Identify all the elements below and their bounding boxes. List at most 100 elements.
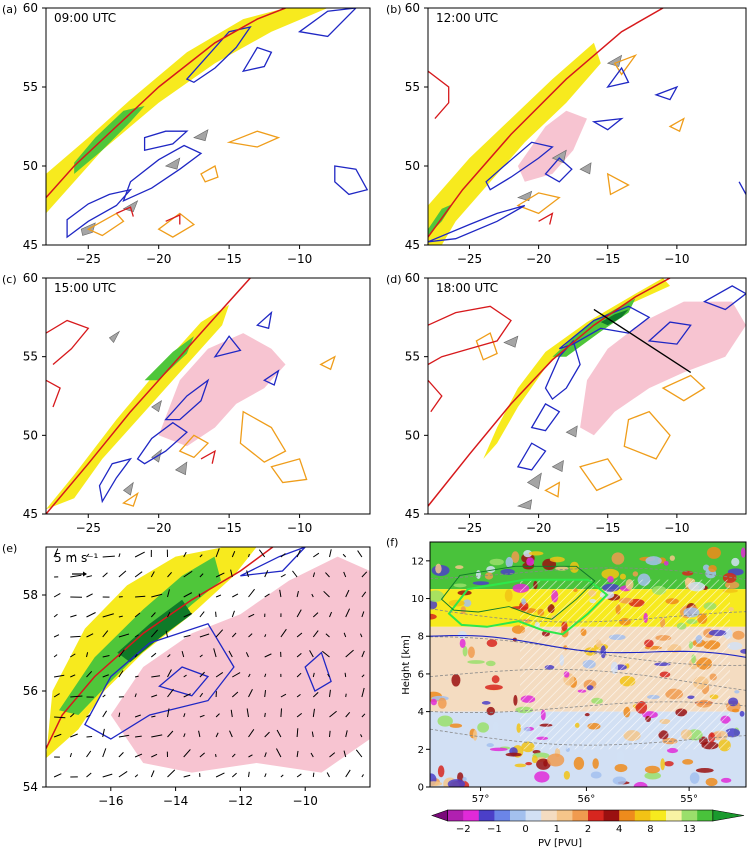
axes-frame-a bbox=[45, 7, 371, 246]
orange-contour bbox=[226, 130, 281, 148]
y-tick-label-f: 2 bbox=[418, 745, 424, 756]
wind-vector bbox=[245, 652, 249, 658]
blue-contour bbox=[485, 141, 554, 191]
front-line bbox=[46, 278, 251, 514]
wind-vector bbox=[183, 634, 191, 638]
wind-vector bbox=[199, 714, 205, 718]
y-tick-label-c: 55 bbox=[23, 350, 38, 364]
wind-vector bbox=[69, 713, 75, 718]
pv-blob bbox=[664, 760, 674, 767]
wind-vector bbox=[325, 633, 330, 638]
wind-vector bbox=[276, 729, 282, 738]
map-content-c bbox=[46, 278, 336, 514]
pv-blob bbox=[563, 770, 570, 780]
x-tick-label-e: −12 bbox=[228, 794, 253, 808]
wind-vector bbox=[264, 673, 267, 678]
colorbar-segment bbox=[572, 810, 589, 821]
y-tick-label-b: 50 bbox=[405, 159, 420, 173]
wind-vector bbox=[361, 774, 364, 778]
x-tick-label-f: 55° bbox=[680, 794, 698, 805]
blue-contour bbox=[606, 66, 630, 89]
y-tick-label-d: 60 bbox=[405, 271, 420, 285]
axes-frame-c bbox=[45, 277, 371, 515]
wind-vector bbox=[86, 772, 92, 778]
colorbar-segment bbox=[634, 810, 651, 821]
isentrope-line bbox=[430, 668, 746, 691]
wind-vector bbox=[118, 570, 127, 578]
pv-blob bbox=[611, 552, 625, 565]
wind-vector bbox=[248, 754, 253, 758]
y-tick-label-e: 56 bbox=[23, 684, 38, 698]
pv-blob bbox=[682, 759, 694, 765]
pv-blob bbox=[614, 763, 628, 773]
wind-vector bbox=[167, 708, 170, 718]
blue-contour bbox=[255, 310, 273, 330]
blue-contour bbox=[158, 666, 210, 697]
pv-blob bbox=[612, 776, 627, 785]
wind-vector bbox=[167, 730, 174, 738]
wind-vector bbox=[167, 769, 176, 778]
wind-vector bbox=[343, 632, 347, 638]
wind-vector bbox=[134, 551, 145, 558]
wind-vector bbox=[53, 773, 62, 778]
pv-blob bbox=[491, 675, 500, 684]
x-tick-label-d: −10 bbox=[664, 521, 689, 535]
gray-patch bbox=[122, 200, 139, 213]
boundary-line bbox=[430, 634, 746, 658]
isentrope-line bbox=[430, 567, 746, 580]
wind-vector bbox=[215, 772, 225, 778]
x-tick-label-e: −10 bbox=[293, 794, 318, 808]
wind-vector bbox=[280, 774, 284, 778]
pv-blob bbox=[514, 763, 527, 768]
wind-vector bbox=[118, 734, 130, 738]
cross-section-content bbox=[430, 542, 746, 787]
wind-vector bbox=[325, 572, 330, 578]
pv-blob bbox=[645, 556, 662, 566]
blue-contour bbox=[98, 457, 133, 504]
wind-vector bbox=[264, 634, 267, 638]
pv-blob bbox=[534, 771, 550, 783]
red-contour bbox=[428, 70, 450, 120]
y-tick-label-c: 50 bbox=[23, 428, 38, 442]
wind-vector bbox=[167, 654, 171, 658]
wind-vector bbox=[355, 749, 363, 758]
wind-vector bbox=[258, 549, 266, 558]
wind-vector bbox=[345, 711, 351, 718]
wind-vector bbox=[167, 688, 174, 698]
pv-blob bbox=[486, 743, 494, 748]
wind-vector bbox=[345, 649, 354, 658]
pv-blob bbox=[484, 572, 494, 580]
pv-blob bbox=[592, 758, 599, 769]
wind-vector bbox=[215, 548, 220, 558]
map-content-d bbox=[428, 278, 746, 510]
pv-blob bbox=[513, 694, 518, 706]
pink-region bbox=[158, 333, 286, 447]
y-tick-label-e: 58 bbox=[23, 588, 38, 602]
panel-label-f: (f) bbox=[386, 536, 398, 549]
x-tick-label-b: −20 bbox=[526, 252, 551, 266]
colorbar-tick-label: 1 bbox=[554, 824, 560, 835]
wind-vector bbox=[134, 753, 143, 758]
wind-vector bbox=[183, 774, 191, 778]
red-contour bbox=[46, 319, 90, 365]
wind-vector bbox=[329, 710, 337, 718]
blue-contour bbox=[297, 8, 357, 38]
wind-vector bbox=[215, 732, 219, 738]
wind-vector bbox=[248, 553, 250, 558]
x-tick-label-a: −20 bbox=[146, 252, 171, 266]
y-tick-label-f: 12 bbox=[411, 556, 424, 567]
wind-vector bbox=[118, 752, 124, 758]
pv-blob bbox=[504, 589, 513, 602]
y-tick-label-a: 60 bbox=[23, 1, 38, 15]
y-tick-label-b: 60 bbox=[405, 1, 420, 15]
pv-blob bbox=[740, 547, 746, 558]
colorbar-tick-label: 4 bbox=[616, 824, 622, 835]
pv-blob bbox=[481, 701, 491, 705]
blue-contour bbox=[647, 321, 692, 345]
wind-vector bbox=[134, 774, 139, 778]
wind-vector bbox=[342, 553, 347, 558]
colorbar-segment bbox=[650, 810, 667, 821]
y-tick-label-c: 45 bbox=[23, 507, 38, 521]
wind-vector bbox=[134, 634, 139, 638]
colorbar-segment bbox=[681, 810, 698, 821]
